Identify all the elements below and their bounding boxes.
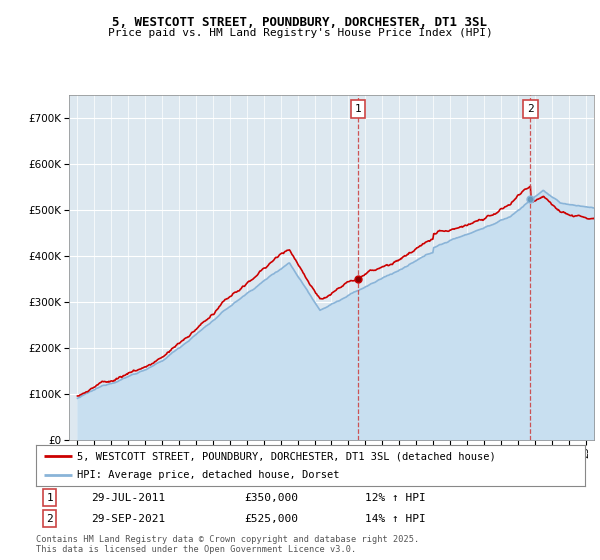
Text: 12% ↑ HPI: 12% ↑ HPI [365,493,426,503]
Text: Price paid vs. HM Land Registry's House Price Index (HPI): Price paid vs. HM Land Registry's House … [107,28,493,38]
Text: 5, WESTCOTT STREET, POUNDBURY, DORCHESTER, DT1 3SL (detached house): 5, WESTCOTT STREET, POUNDBURY, DORCHESTE… [77,451,496,461]
Text: 5, WESTCOTT STREET, POUNDBURY, DORCHESTER, DT1 3SL: 5, WESTCOTT STREET, POUNDBURY, DORCHESTE… [113,16,487,29]
Text: 2: 2 [46,514,53,524]
Text: £525,000: £525,000 [245,514,299,524]
Text: 29-SEP-2021: 29-SEP-2021 [91,514,165,524]
Text: Contains HM Land Registry data © Crown copyright and database right 2025.
This d: Contains HM Land Registry data © Crown c… [36,535,419,554]
Text: 2: 2 [527,104,534,114]
Text: 1: 1 [46,493,53,503]
Text: 1: 1 [355,104,361,114]
Text: £350,000: £350,000 [245,493,299,503]
Text: 14% ↑ HPI: 14% ↑ HPI [365,514,426,524]
Text: 29-JUL-2011: 29-JUL-2011 [91,493,165,503]
Text: HPI: Average price, detached house, Dorset: HPI: Average price, detached house, Dors… [77,470,340,479]
